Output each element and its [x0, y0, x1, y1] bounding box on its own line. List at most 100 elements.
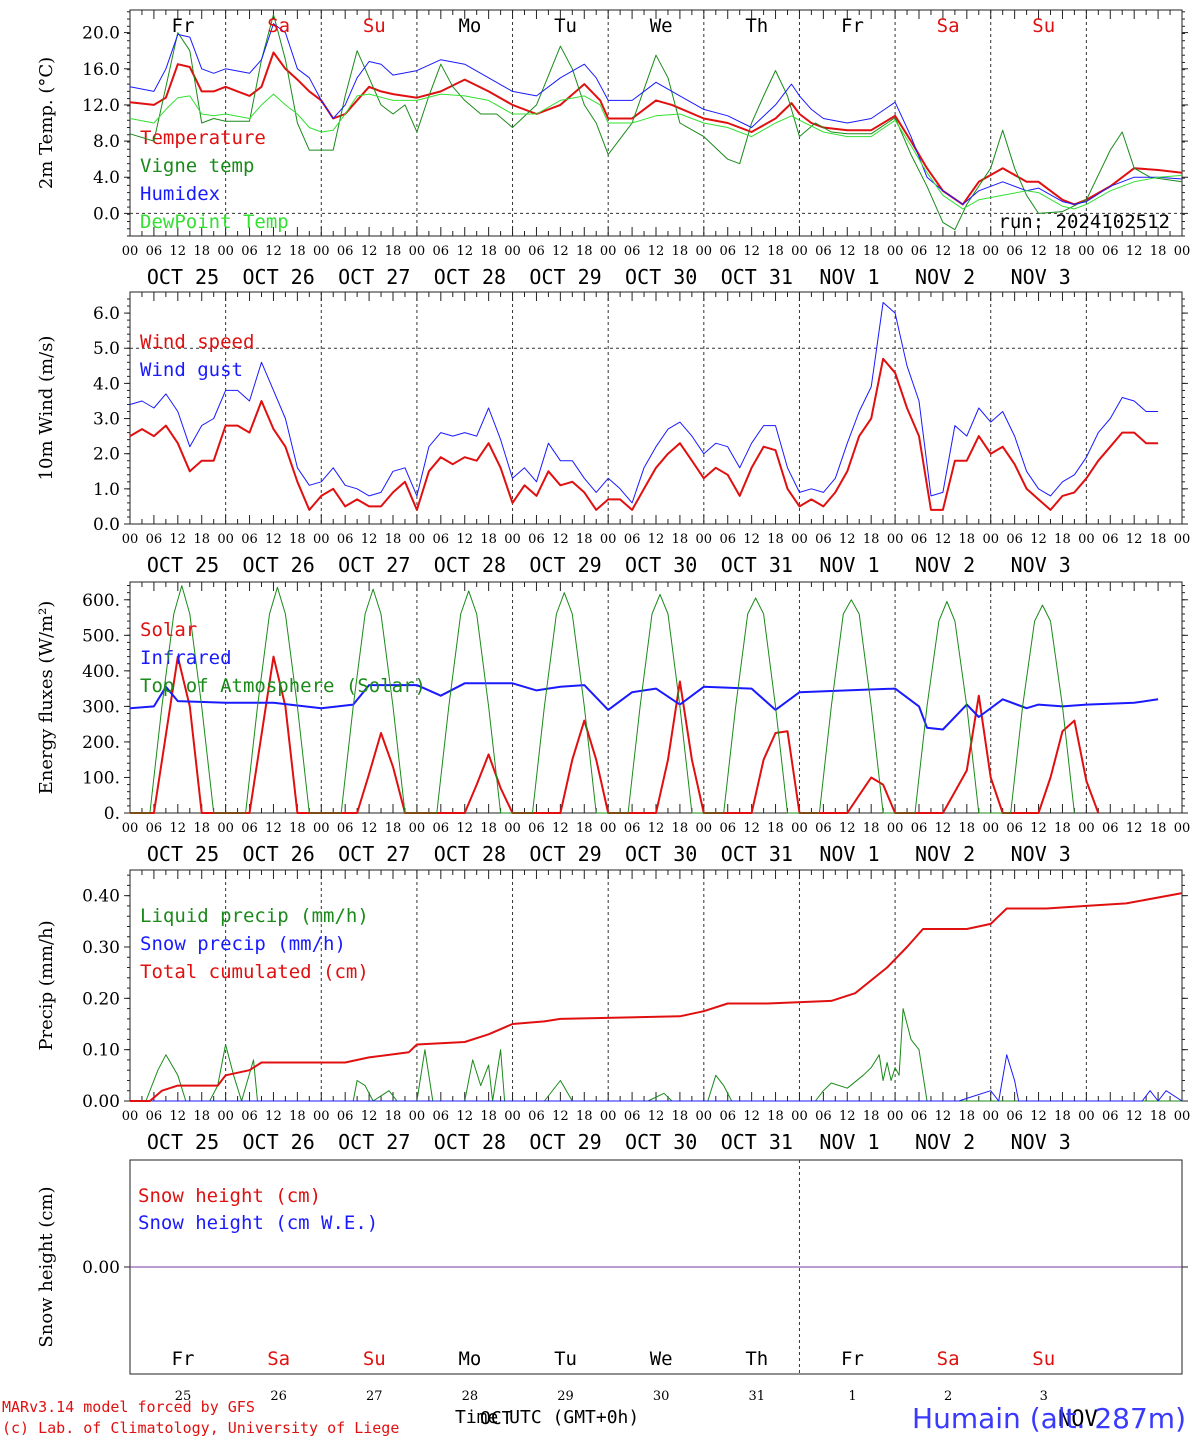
y-tick-label: 0.30: [82, 938, 120, 958]
y-axis-label: 2m Temp. (°C): [36, 57, 57, 189]
hour-label: 18: [385, 532, 402, 547]
hour-label: 06: [815, 821, 832, 836]
hour-label: 18: [385, 244, 402, 259]
series-line: [129, 23, 1183, 205]
hour-label: 00: [1174, 244, 1191, 259]
hour-label: 00: [409, 532, 426, 547]
hour-label: 18: [672, 244, 689, 259]
day-number: 1: [848, 1389, 856, 1404]
date-label: NOV 1: [819, 1130, 879, 1154]
hour-label: 18: [863, 532, 880, 547]
date-label: NOV 2: [915, 842, 975, 866]
hour-label: 06: [146, 1109, 163, 1124]
hour-label: 18: [767, 532, 784, 547]
date-label: NOV 2: [915, 1130, 975, 1154]
hour-label: 00: [217, 821, 234, 836]
hour-label: 06: [528, 821, 545, 836]
hour-label: 06: [146, 532, 163, 547]
hour-label: 12: [839, 1109, 856, 1124]
hour-label: 00: [696, 1109, 713, 1124]
hour-label: 18: [480, 244, 497, 259]
hour-label: 12: [361, 1109, 378, 1124]
date-label: OCT 27: [338, 842, 410, 866]
date-label: OCT 26: [243, 265, 315, 289]
date-label: OCT 29: [529, 842, 601, 866]
hour-label: 12: [170, 821, 187, 836]
hour-label: 00: [409, 821, 426, 836]
y-tick-label: 600.: [82, 591, 120, 611]
y-tick-label: 500.: [82, 626, 120, 646]
hour-label: 18: [959, 244, 976, 259]
hour-label: 06: [719, 821, 736, 836]
hour-label: 00: [504, 532, 521, 547]
y-tick-label: 0.0: [93, 515, 120, 535]
hour-label: 18: [1150, 1109, 1167, 1124]
y-axis-label: Snow height (cm): [36, 1186, 57, 1347]
legend-entry: Vigne temp: [140, 155, 254, 177]
date-label: NOV 1: [819, 265, 879, 289]
y-tick-label: 0.00: [82, 1092, 120, 1112]
hour-label: 18: [193, 532, 210, 547]
hour-label: 06: [815, 1109, 832, 1124]
hour-label: 12: [265, 821, 282, 836]
hour-label: 06: [1102, 244, 1119, 259]
hour-label: 12: [552, 532, 569, 547]
location-label: Humain (alt. 287m): [912, 1402, 1186, 1435]
hour-label: 06: [241, 821, 258, 836]
series-line: [129, 682, 1159, 731]
date-label: OCT 25: [147, 842, 219, 866]
time-axis-label: Time UTC (GMT+0h): [455, 1407, 640, 1428]
hour-label: 00: [217, 1109, 234, 1124]
day-name: We: [650, 15, 673, 37]
hour-label: 18: [289, 244, 306, 259]
legend-entry: Humidex: [140, 183, 220, 205]
hour-label: 06: [1102, 1109, 1119, 1124]
date-label: OCT 28: [434, 265, 506, 289]
hour-label: 12: [743, 821, 760, 836]
date-label: NOV 3: [1011, 1130, 1071, 1154]
y-tick-label: 6.0: [93, 304, 120, 324]
hour-label: 18: [385, 1109, 402, 1124]
hour-label: 18: [863, 1109, 880, 1124]
hour-label: 06: [241, 1109, 258, 1124]
hour-label: 06: [433, 244, 450, 259]
date-label: OCT 29: [529, 553, 601, 577]
hour-label: 00: [600, 244, 617, 259]
series-line: [129, 357, 1159, 511]
hour-label: 00: [1078, 1109, 1095, 1124]
hour-label: 06: [911, 1109, 928, 1124]
date-label: OCT 30: [625, 553, 697, 577]
day-name: Su: [1032, 15, 1055, 37]
hour-label: 06: [528, 1109, 545, 1124]
hour-label: 00: [504, 821, 521, 836]
hour-label: 00: [791, 532, 808, 547]
hour-label: 12: [1030, 532, 1047, 547]
hour-label: 00: [504, 244, 521, 259]
y-tick-label: 5.0: [93, 339, 120, 359]
hour-label: 06: [337, 821, 354, 836]
hour-label: 12: [648, 244, 665, 259]
hour-label: 18: [289, 532, 306, 547]
date-label: OCT 27: [338, 553, 410, 577]
hour-label: 00: [982, 1109, 999, 1124]
date-label: OCT 26: [243, 1130, 315, 1154]
hour-label: 18: [193, 244, 210, 259]
hour-label: 18: [1054, 244, 1071, 259]
bottom-day-name: We: [650, 1348, 673, 1370]
day-number: 3: [1040, 1389, 1048, 1404]
hour-label: 00: [982, 821, 999, 836]
hour-label: 18: [863, 821, 880, 836]
hour-label: 18: [959, 532, 976, 547]
date-label: OCT 28: [434, 1130, 506, 1154]
legend-entry: Total cumulated (cm): [140, 961, 369, 983]
hour-label: 06: [815, 244, 832, 259]
series-line: [129, 93, 1183, 210]
bottom-day-name: Sa: [267, 1348, 290, 1370]
date-label: NOV 1: [819, 553, 879, 577]
hour-label: 12: [935, 1109, 952, 1124]
date-label: OCT 25: [147, 553, 219, 577]
hour-label: 00: [1174, 821, 1191, 836]
hour-label: 00: [600, 821, 617, 836]
hour-label: 06: [146, 244, 163, 259]
